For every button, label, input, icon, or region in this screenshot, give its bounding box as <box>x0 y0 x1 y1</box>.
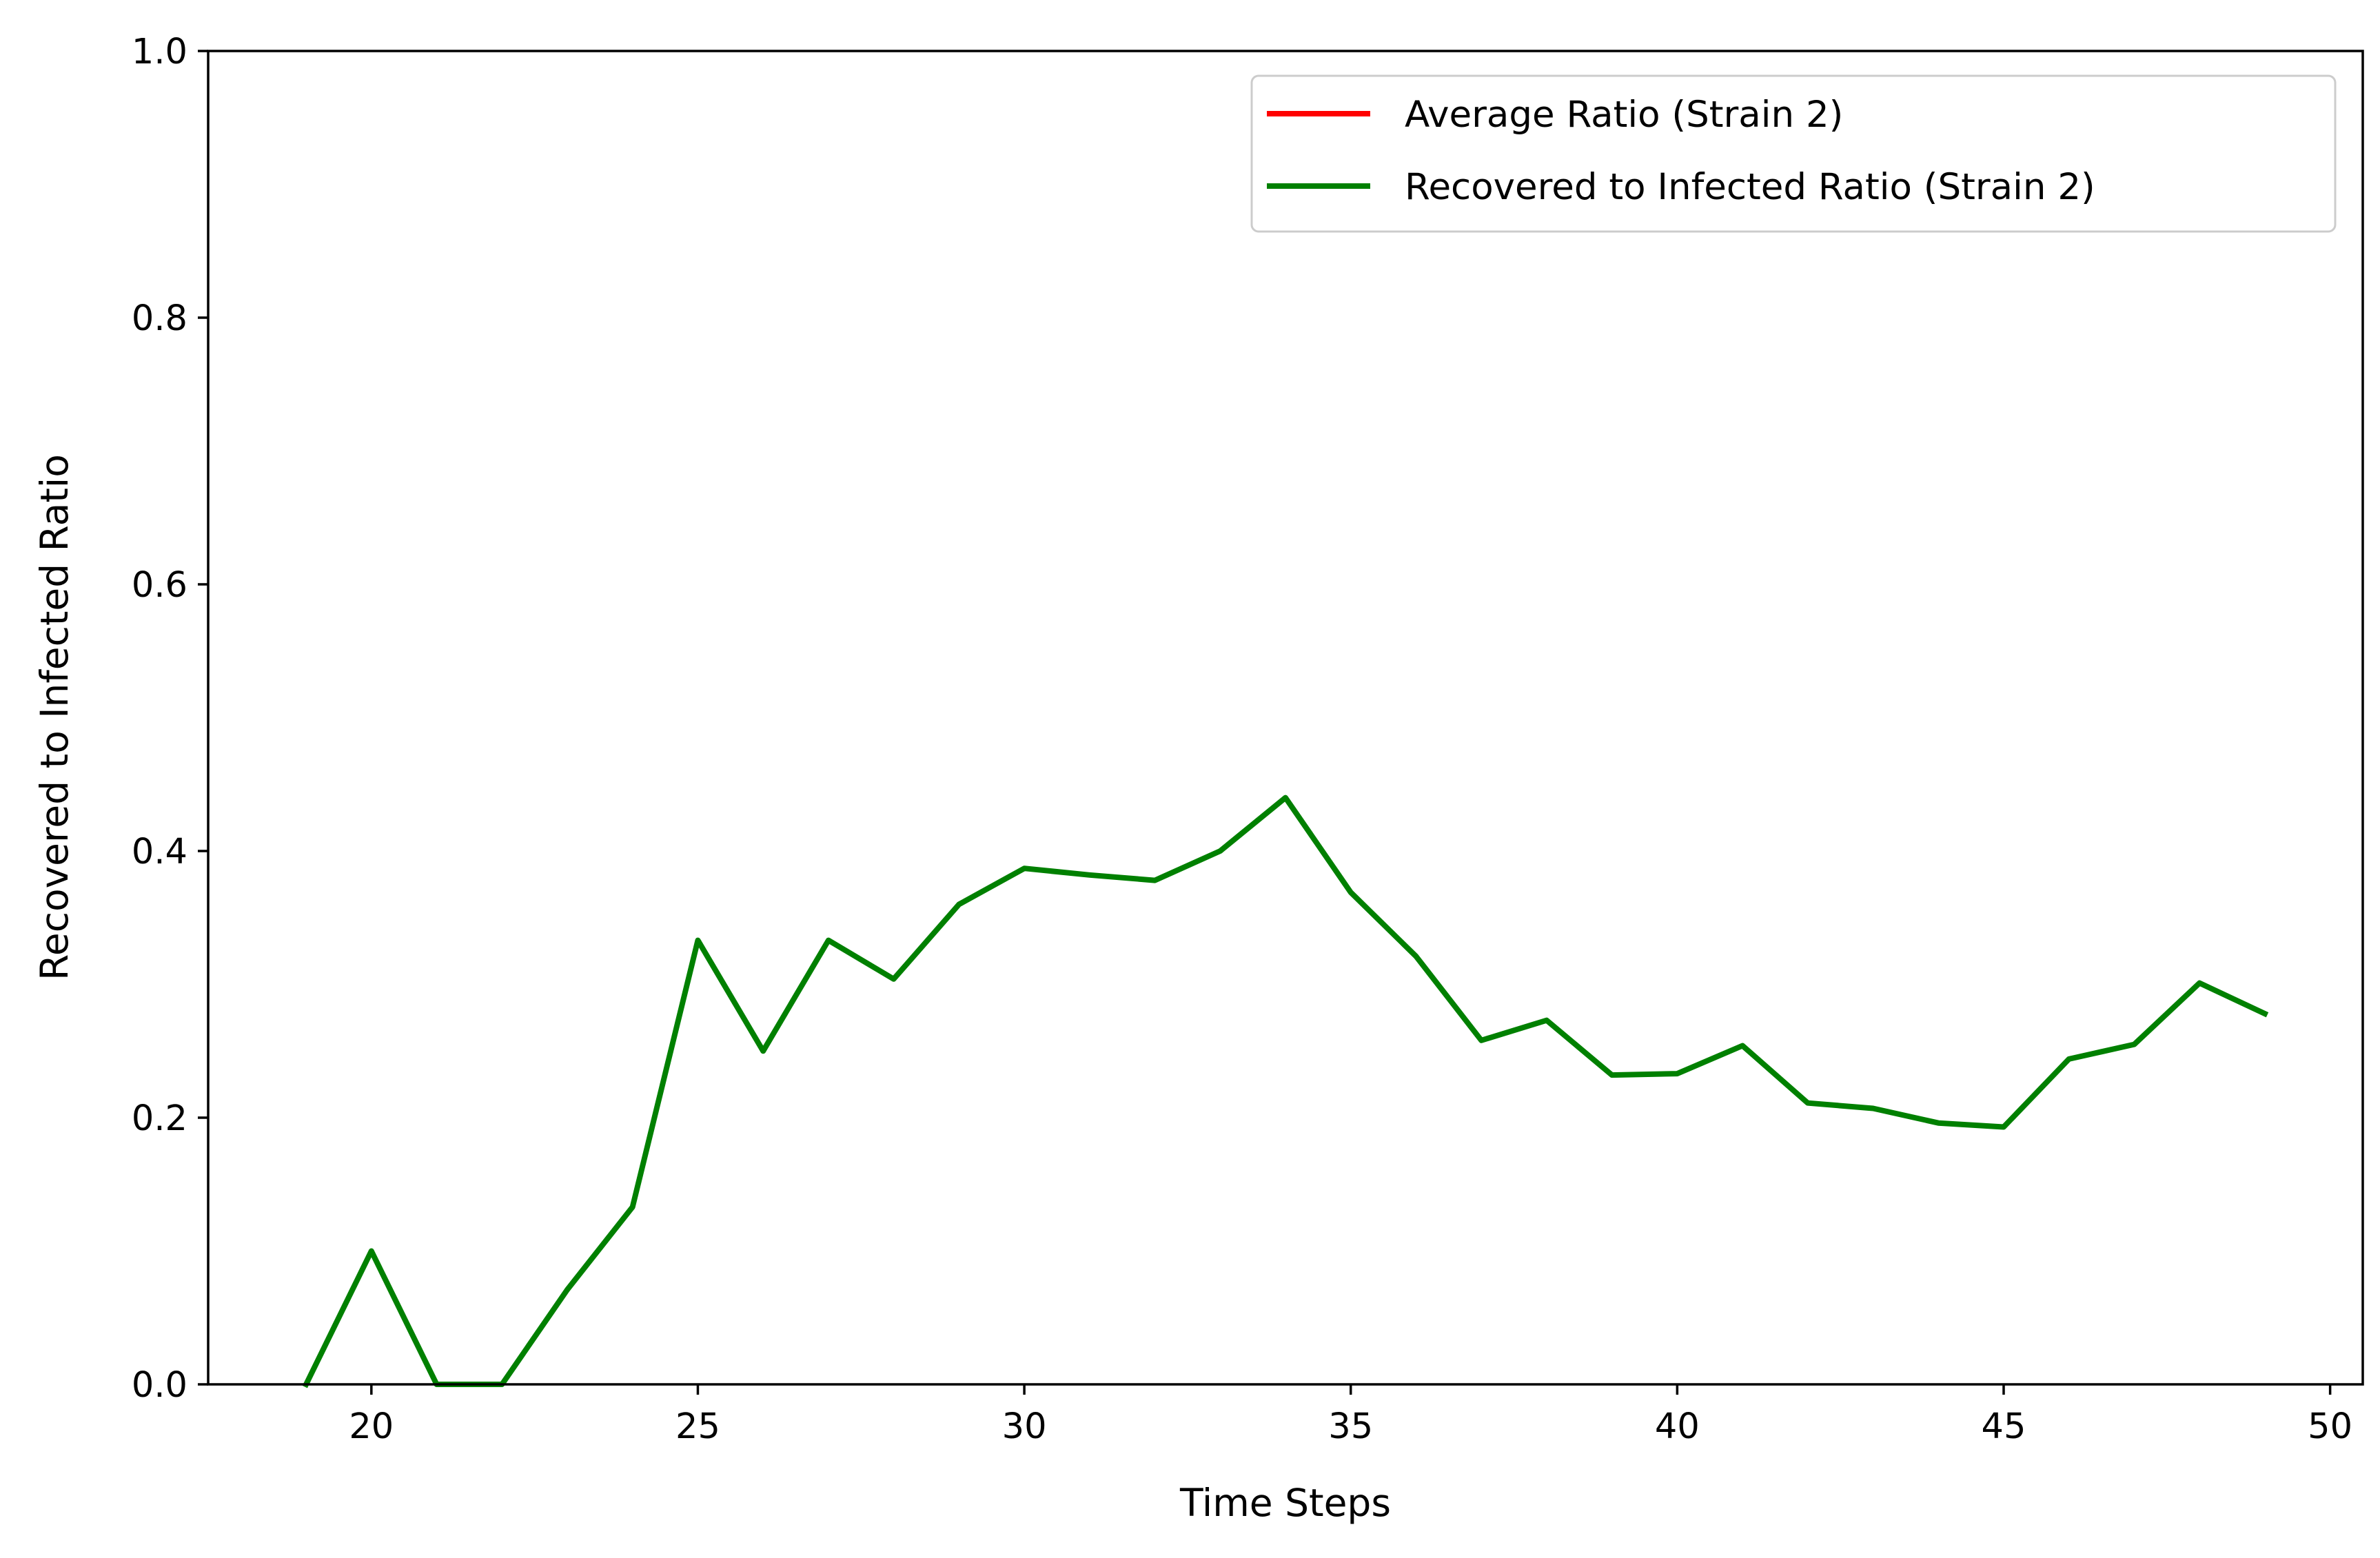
x-tick-label: 25 <box>675 1406 720 1447</box>
x-tick-label: 20 <box>349 1406 394 1447</box>
y-axis-label: Recovered to Infected Ratio <box>32 454 77 981</box>
legend-label-recovered-ratio: Recovered to Infected Ratio (Strain 2) <box>1405 166 2095 208</box>
y-tick-label: 0.8 <box>132 298 187 339</box>
x-tick-label: 30 <box>1002 1406 1047 1447</box>
y-tick-label: 0.4 <box>132 832 187 872</box>
y-tick-label: 1.0 <box>132 32 187 72</box>
series-line-1 <box>302 795 2269 1388</box>
x-axis-ticks: 20 25 30 35 40 45 50 <box>349 1384 2352 1447</box>
plot-frame <box>207 50 2364 1386</box>
legend-frame <box>1250 74 2337 233</box>
y-tick-label: 0.2 <box>132 1098 187 1139</box>
series-layer <box>302 795 2269 1388</box>
y-tick-label: 0.0 <box>132 1365 187 1406</box>
x-tick-label: 50 <box>2308 1406 2352 1447</box>
x-tick-label: 40 <box>1655 1406 1700 1447</box>
legend-label-average-ratio: Average Ratio (Strain 2) <box>1405 94 1843 136</box>
x-tick-label: 35 <box>1328 1406 1373 1447</box>
y-tick-label: 0.6 <box>132 565 187 606</box>
x-tick-label: 45 <box>1982 1406 2026 1447</box>
legend: Average Ratio (Strain 2) Recovered to In… <box>1250 74 2337 233</box>
y-axis-ticks: 0.0 0.2 0.4 0.6 0.8 1.0 <box>132 32 208 1406</box>
x-axis-label: Time Steps <box>1179 1481 1391 1525</box>
